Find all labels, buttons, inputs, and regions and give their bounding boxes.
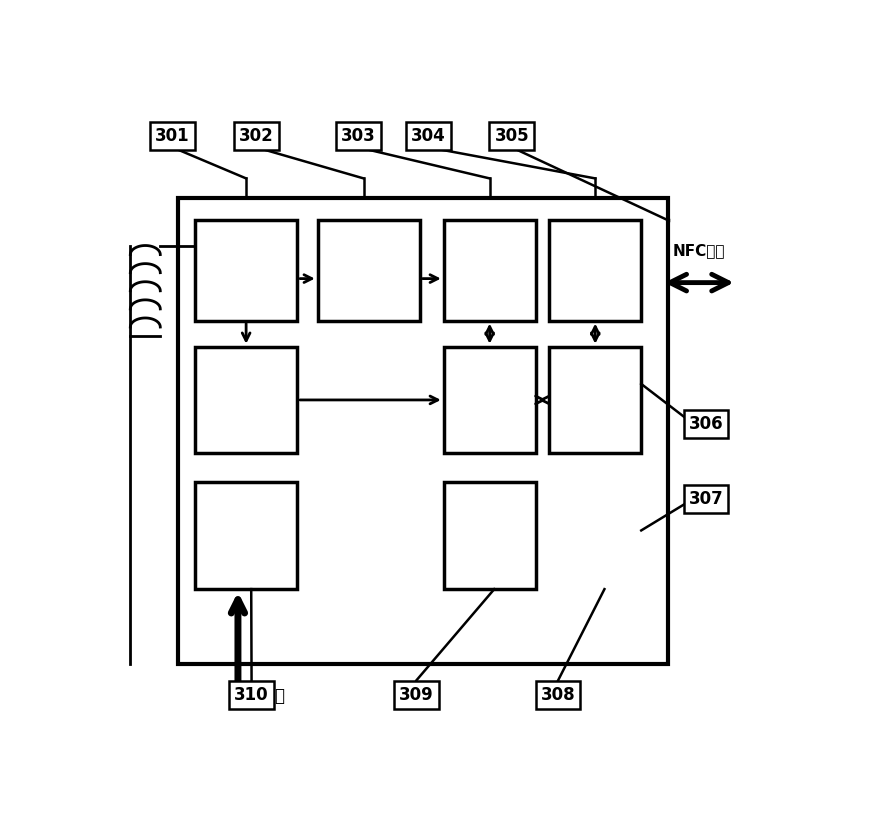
Text: 308: 308 [540, 685, 575, 704]
Bar [317, 220, 420, 321]
Bar [195, 482, 297, 589]
Text: 310: 310 [234, 685, 269, 704]
Text: 供电: 供电 [265, 687, 284, 705]
Text: 306: 306 [687, 415, 723, 433]
Bar [443, 347, 535, 454]
Text: 304: 304 [411, 128, 445, 145]
Text: 305: 305 [494, 128, 529, 145]
Text: 307: 307 [687, 490, 723, 507]
Text: NFC数据: NFC数据 [673, 243, 724, 258]
Bar [443, 482, 535, 589]
Bar [443, 220, 535, 321]
Text: 301: 301 [155, 128, 190, 145]
Text: 309: 309 [399, 685, 434, 704]
Bar [195, 220, 297, 321]
Bar [549, 347, 640, 454]
Text: 302: 302 [239, 128, 273, 145]
Bar [549, 220, 640, 321]
Text: 303: 303 [341, 128, 376, 145]
Bar [195, 347, 297, 454]
Bar [177, 197, 667, 664]
